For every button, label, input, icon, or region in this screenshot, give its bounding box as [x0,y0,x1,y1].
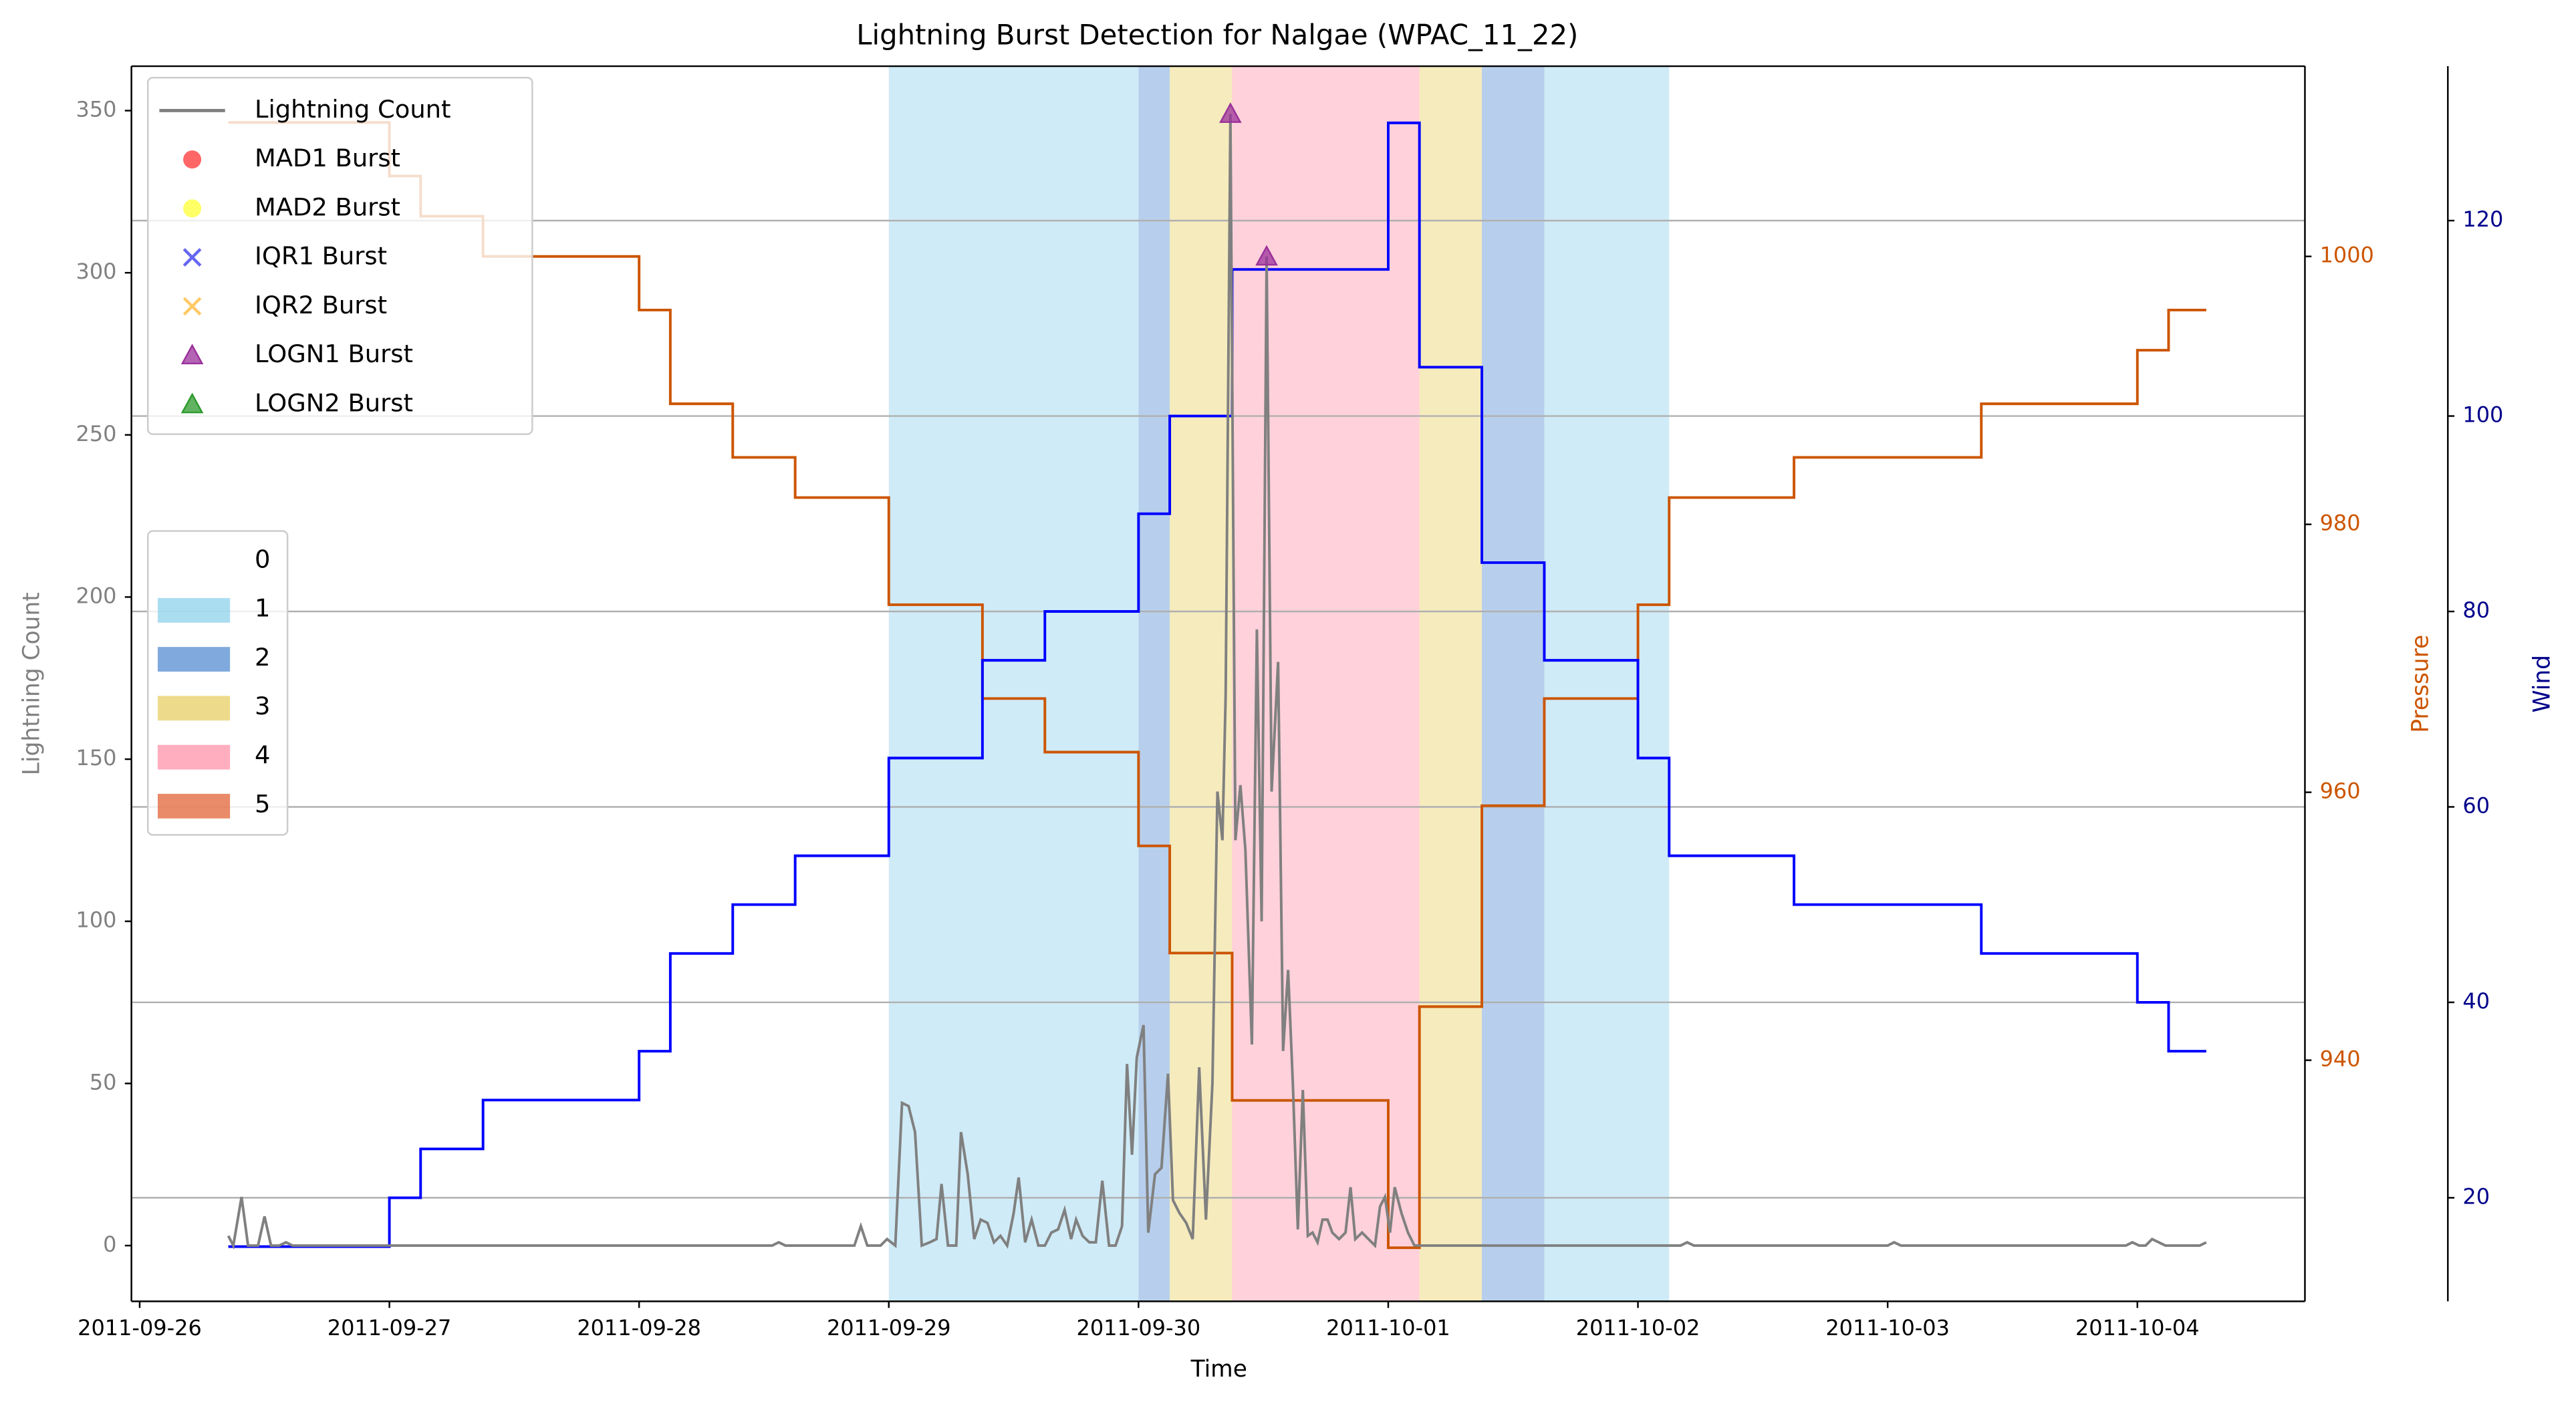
y3-axis-label: Wind [2529,655,2555,712]
data-line [228,121,2206,1248]
y3-tick-label: 120 [2462,206,2503,232]
y-tick-label: 100 [76,907,117,933]
legend-patch [157,744,231,770]
legend-label: 5 [255,790,270,819]
y-tick-label: 150 [76,745,117,770]
y2-tick-label: 980 [2320,511,2361,536]
legend-label: 2 [255,643,270,672]
y-tick-label: 300 [76,259,117,284]
y3-tick-label: 100 [2462,402,2503,428]
y-tick-label: 350 [76,97,117,122]
legend-label: Lightning Count [255,95,451,124]
y-tick-label: 0 [103,1232,116,1257]
y3-tick-label: 80 [2462,597,2490,623]
category-band [1419,66,1483,1302]
y3-tick-label: 60 [2462,793,2490,818]
burst-marker [1255,245,1278,266]
legend: 0 1 2 3 4 5 [146,530,289,836]
legend: Lightning Count MAD1 Burst MAD2 Burst IQR1 … [146,77,533,435]
y-tick-label: 250 [76,421,117,446]
legend-marker [183,150,202,169]
data-line [227,114,2207,1250]
legend-marker [180,343,204,365]
x-tick-label: 2011-09-29 [827,1315,951,1341]
x-tick-label: 2011-10-04 [2075,1315,2200,1341]
x-tick-label: 2011-09-28 [577,1315,701,1341]
x-tick-label: 2011-10-02 [1576,1315,1700,1341]
chart-title: Lightning Burst Detection for Nalgae (WP… [856,18,1578,51]
legend-patch [157,793,231,819]
y2-tick-label: 1000 [2320,243,2374,268]
x-tick-label: 2011-09-26 [78,1315,202,1341]
category-band [888,66,1139,1302]
y-axis-label: Lightning Count [19,592,45,775]
x-axis-label: Time [1190,1356,1247,1383]
y-tick-label: 200 [76,583,117,608]
y3-tick-label: 40 [2462,988,2490,1014]
burst-marker [1219,102,1242,123]
legend-label: MAD1 Burst [255,144,400,172]
category-band [1232,66,1420,1302]
legend-label: IQR2 Burst [255,291,387,319]
data-line [228,121,2206,1250]
x-tick-label: 2011-09-30 [1077,1315,1201,1341]
y3-tick-label: 20 [2462,1183,2490,1209]
legend-patch [157,647,231,672]
x-tick-label: 2011-10-03 [1825,1315,1950,1341]
legend-patch [157,696,231,721]
y2-tick-label: 940 [2320,1046,2361,1072]
x-tick-label: 2011-09-27 [328,1315,452,1341]
legend-marker [180,392,204,414]
legend-label: 0 [255,545,270,573]
category-band [1138,66,1170,1302]
category-band [1544,66,1670,1302]
category-band [1482,66,1545,1302]
legend-label: 4 [255,740,270,769]
legend-marker [182,248,202,267]
legend-label: 1 [255,594,270,623]
legend-patch [157,597,231,623]
legend-marker [182,297,202,316]
y-tick-label: 50 [90,1069,117,1095]
legend-label: MAD2 Burst [255,192,400,221]
legend-box [146,77,533,435]
legend-label: IQR1 Burst [255,242,387,271]
x-tick-label: 2011-10-01 [1326,1315,1450,1341]
y2-tick-label: 960 [2320,779,2361,804]
legend-label: LOGN2 Burst [255,388,413,417]
legend-label: LOGN1 Burst [255,339,413,368]
legend-marker [183,199,202,218]
legend-label: 3 [255,692,270,720]
y2-axis-label: Pressure [2407,635,2434,733]
